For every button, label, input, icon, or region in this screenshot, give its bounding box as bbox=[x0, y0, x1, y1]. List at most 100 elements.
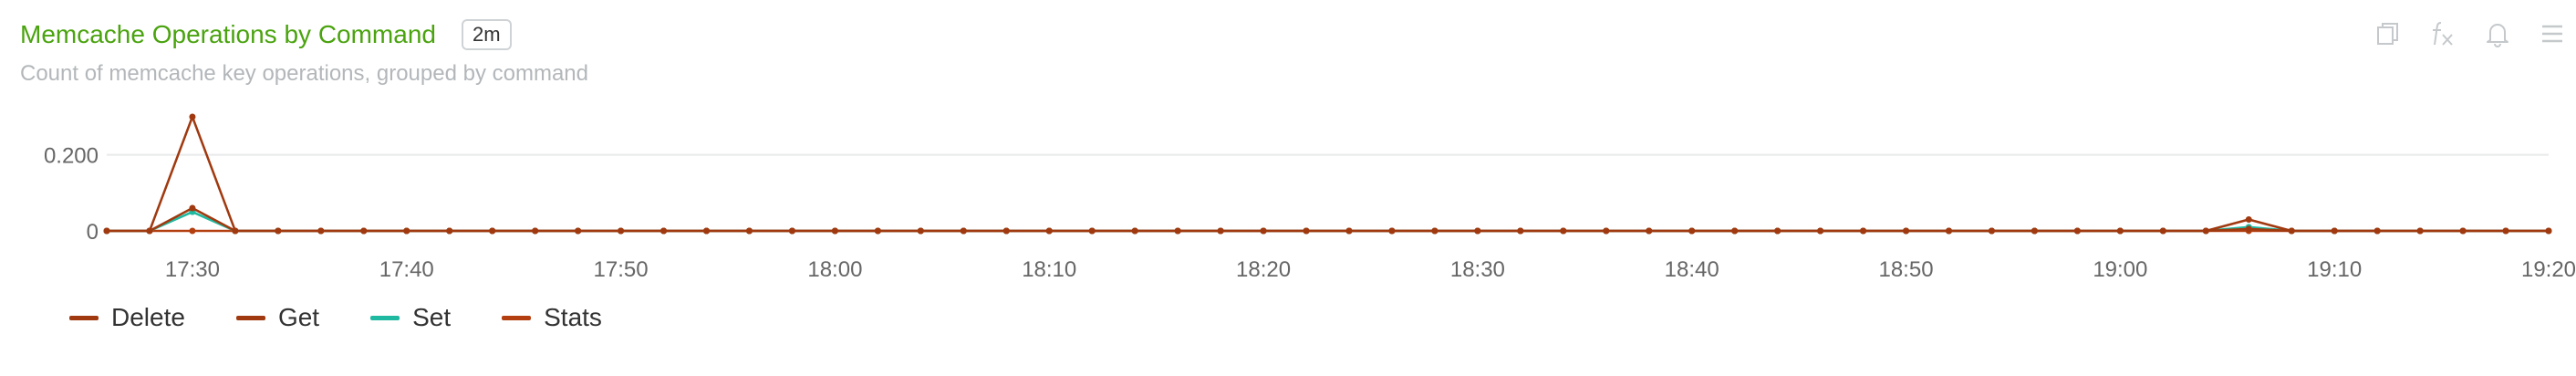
data-point bbox=[2160, 228, 2166, 235]
data-point bbox=[789, 228, 795, 235]
copy-icon[interactable] bbox=[2373, 18, 2403, 49]
data-point bbox=[1046, 228, 1053, 235]
data-point bbox=[2246, 225, 2252, 232]
data-point bbox=[918, 228, 924, 235]
data-point bbox=[618, 228, 624, 235]
y-tick-label: 0 bbox=[87, 220, 99, 245]
data-point bbox=[2460, 228, 2467, 235]
data-point bbox=[446, 228, 452, 235]
data-point bbox=[2203, 228, 2209, 235]
series-delete bbox=[104, 114, 2552, 235]
x-tick-label: 19:00 bbox=[2093, 257, 2147, 282]
legend-swatch bbox=[370, 316, 400, 320]
data-point bbox=[1903, 228, 1909, 235]
data-point bbox=[1431, 228, 1438, 235]
legend-swatch bbox=[69, 316, 99, 320]
chart-series bbox=[104, 114, 2552, 235]
line-chart[interactable]: 0 0.200 17:30 17:40 17:50 18:00 18:10 18:20 18:… bbox=[0, 91, 2576, 292]
data-point bbox=[961, 228, 967, 235]
data-point bbox=[1688, 228, 1695, 235]
data-point bbox=[146, 228, 152, 235]
data-point bbox=[189, 228, 195, 235]
legend-item-delete[interactable]: Delete bbox=[69, 303, 185, 332]
data-point bbox=[832, 228, 838, 235]
legend-swatch bbox=[236, 316, 265, 320]
fx-icon[interactable] bbox=[2428, 18, 2457, 49]
data-point bbox=[1474, 228, 1480, 235]
data-point bbox=[1175, 228, 1181, 235]
x-tick-label: 18:30 bbox=[1450, 257, 1505, 282]
data-point bbox=[1218, 228, 1224, 235]
data-point bbox=[575, 228, 581, 235]
interval-badge: 2m bbox=[462, 19, 512, 50]
data-point bbox=[104, 228, 110, 235]
x-tick-label: 17:40 bbox=[379, 257, 434, 282]
x-tick-label: 17:30 bbox=[165, 257, 220, 282]
series-get bbox=[104, 205, 2552, 235]
chart-grid bbox=[107, 155, 2549, 231]
data-point bbox=[1603, 228, 1609, 235]
legend-item-set[interactable]: Set bbox=[370, 303, 451, 332]
data-point bbox=[2246, 216, 2252, 223]
data-point bbox=[2417, 228, 2424, 235]
x-tick-label: 17:50 bbox=[594, 257, 649, 282]
data-point bbox=[875, 228, 881, 235]
data-point bbox=[189, 205, 195, 212]
x-tick-label: 18:50 bbox=[1878, 257, 1933, 282]
data-point bbox=[1817, 228, 1823, 235]
data-point bbox=[1860, 228, 1866, 235]
data-point bbox=[703, 228, 710, 235]
data-point bbox=[1946, 228, 1952, 235]
data-point bbox=[1345, 228, 1352, 235]
panel-title[interactable]: Memcache Operations by Command bbox=[20, 16, 436, 53]
data-point bbox=[2546, 228, 2552, 235]
panel-header: Memcache Operations by Command 2m bbox=[20, 16, 512, 53]
data-point bbox=[2374, 228, 2381, 235]
data-point bbox=[2031, 228, 2038, 235]
bell-icon[interactable] bbox=[2483, 18, 2512, 49]
chart-legend: Delete Get Set Stats bbox=[69, 303, 602, 332]
data-point bbox=[1774, 228, 1781, 235]
series-line-delete bbox=[107, 117, 2549, 231]
data-point bbox=[232, 228, 238, 235]
data-point bbox=[189, 114, 195, 120]
data-point bbox=[489, 228, 495, 235]
data-point bbox=[1560, 228, 1566, 235]
x-tick-label: 18:00 bbox=[807, 257, 862, 282]
data-point bbox=[2289, 228, 2295, 235]
x-tick-label: 19:20 bbox=[2521, 257, 2576, 282]
legend-item-stats[interactable]: Stats bbox=[502, 303, 602, 332]
panel-toolbar bbox=[2373, 18, 2567, 49]
y-tick-label: 0.200 bbox=[44, 144, 99, 169]
legend-swatch bbox=[502, 316, 531, 320]
data-point bbox=[1989, 228, 1995, 235]
data-point bbox=[1646, 228, 1652, 235]
data-point bbox=[660, 228, 667, 235]
data-point bbox=[2117, 228, 2124, 235]
y-axis: 0 0.200 bbox=[44, 144, 99, 245]
data-point bbox=[275, 228, 281, 235]
panel-subtitle: Count of memcache key operations, groupe… bbox=[20, 58, 588, 89]
data-point bbox=[1003, 228, 1010, 235]
menu-icon[interactable] bbox=[2538, 18, 2567, 49]
data-point bbox=[2332, 228, 2338, 235]
legend-label: Set bbox=[412, 303, 451, 332]
legend-item-get[interactable]: Get bbox=[236, 303, 319, 332]
data-point bbox=[2074, 228, 2081, 235]
legend-label: Get bbox=[278, 303, 319, 332]
data-point bbox=[1731, 228, 1738, 235]
legend-label: Stats bbox=[544, 303, 602, 332]
legend-label: Delete bbox=[111, 303, 185, 332]
x-tick-label: 19:10 bbox=[2307, 257, 2362, 282]
data-point bbox=[360, 228, 367, 235]
data-point bbox=[746, 228, 753, 235]
data-point bbox=[532, 228, 538, 235]
data-point bbox=[1304, 228, 1310, 235]
series-line-set bbox=[107, 212, 2549, 231]
x-tick-label: 18:10 bbox=[1022, 257, 1076, 282]
data-point bbox=[403, 228, 410, 235]
x-tick-label: 18:20 bbox=[1236, 257, 1291, 282]
data-point bbox=[1089, 228, 1096, 235]
data-point bbox=[317, 228, 324, 235]
